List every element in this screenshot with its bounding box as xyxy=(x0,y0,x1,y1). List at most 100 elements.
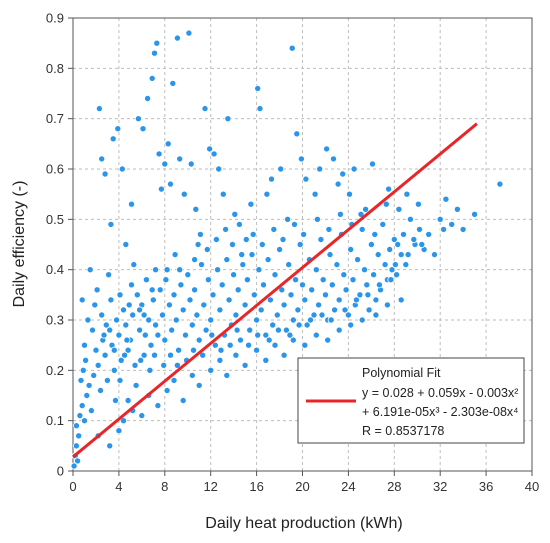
data-point xyxy=(372,296,380,304)
data-point xyxy=(195,381,203,389)
data-point xyxy=(161,160,169,168)
data-point xyxy=(162,276,170,284)
data-point xyxy=(317,235,325,243)
axis-ticks: 0 4 8 12 16 20 24 28 32 36 40 0 0.1 0.2 0.3 0.4 0.5 0.6 0.… xyxy=(46,11,539,495)
data-point xyxy=(253,316,261,324)
data-points xyxy=(70,29,504,470)
x-tick-label: 36 xyxy=(479,479,493,494)
data-point xyxy=(169,79,177,87)
data-point xyxy=(303,321,311,329)
data-point xyxy=(223,256,231,264)
data-point xyxy=(101,351,109,359)
data-point xyxy=(404,251,412,259)
data-point xyxy=(228,240,236,248)
data-point xyxy=(158,311,166,319)
data-point xyxy=(110,366,118,374)
data-point xyxy=(188,321,196,329)
data-point xyxy=(381,261,389,269)
data-point xyxy=(92,346,100,354)
data-point xyxy=(214,266,222,274)
data-point xyxy=(362,205,370,213)
data-point xyxy=(328,281,336,289)
data-point xyxy=(379,220,387,228)
data-point xyxy=(391,261,399,269)
data-point xyxy=(168,326,176,334)
data-point xyxy=(155,150,163,158)
data-point xyxy=(386,245,394,253)
data-point xyxy=(150,49,158,57)
data-point xyxy=(415,225,423,233)
data-point xyxy=(70,462,78,470)
data-point xyxy=(136,326,144,334)
data-point xyxy=(175,346,183,354)
data-point xyxy=(206,145,214,153)
data-point xyxy=(323,145,331,153)
y-tick-label: 0.9 xyxy=(46,11,64,26)
data-point xyxy=(232,351,240,359)
data-point xyxy=(442,195,450,203)
data-point xyxy=(137,356,145,364)
data-point xyxy=(289,336,297,344)
data-point xyxy=(107,220,115,228)
data-point xyxy=(72,422,80,430)
data-point xyxy=(302,175,310,183)
data-point xyxy=(276,245,284,253)
data-point xyxy=(138,412,146,420)
data-point xyxy=(287,291,295,299)
data-point xyxy=(271,341,279,349)
polynomial-fit-line xyxy=(72,122,478,459)
data-point xyxy=(387,276,395,284)
data-point xyxy=(118,165,126,173)
data-point xyxy=(331,306,339,314)
data-point xyxy=(259,281,267,289)
data-point xyxy=(273,311,281,319)
data-point xyxy=(222,225,230,233)
data-point xyxy=(161,336,169,344)
y-tick-label: 0.5 xyxy=(46,212,64,227)
data-point xyxy=(370,271,378,279)
data-point xyxy=(208,331,216,339)
data-point xyxy=(197,261,205,269)
data-point xyxy=(106,326,114,334)
data-point xyxy=(363,281,371,289)
data-point xyxy=(352,296,360,304)
data-point xyxy=(94,361,102,369)
data-point xyxy=(301,296,309,304)
data-point xyxy=(191,286,199,294)
data-point xyxy=(248,251,256,259)
data-point xyxy=(278,286,286,294)
data-point xyxy=(471,210,479,218)
y-axis-title: Daily efficiency (-) xyxy=(11,181,28,308)
data-point xyxy=(358,225,366,233)
data-point xyxy=(262,356,270,364)
data-point xyxy=(340,271,348,279)
data-point xyxy=(372,311,380,319)
data-point xyxy=(77,376,85,384)
data-point xyxy=(397,251,405,259)
data-point xyxy=(326,251,334,259)
data-point xyxy=(402,261,410,269)
data-point xyxy=(285,261,293,269)
data-point xyxy=(115,427,123,435)
data-point xyxy=(114,125,122,133)
data-point xyxy=(171,251,179,259)
data-point xyxy=(225,296,233,304)
data-point xyxy=(256,105,264,113)
data-point xyxy=(146,366,154,374)
x-tick-label: 12 xyxy=(203,479,217,494)
data-point xyxy=(295,321,303,329)
data-point xyxy=(191,256,199,264)
data-point xyxy=(218,281,226,289)
data-point xyxy=(290,220,298,228)
data-point xyxy=(189,346,197,354)
data-point xyxy=(93,286,101,294)
data-point xyxy=(177,281,185,289)
data-point xyxy=(179,306,187,314)
data-point xyxy=(72,442,80,450)
data-point xyxy=(325,225,333,233)
data-point xyxy=(173,34,181,42)
data-point xyxy=(124,396,132,404)
data-point xyxy=(176,266,184,274)
data-point xyxy=(153,39,161,47)
data-point xyxy=(90,371,98,379)
